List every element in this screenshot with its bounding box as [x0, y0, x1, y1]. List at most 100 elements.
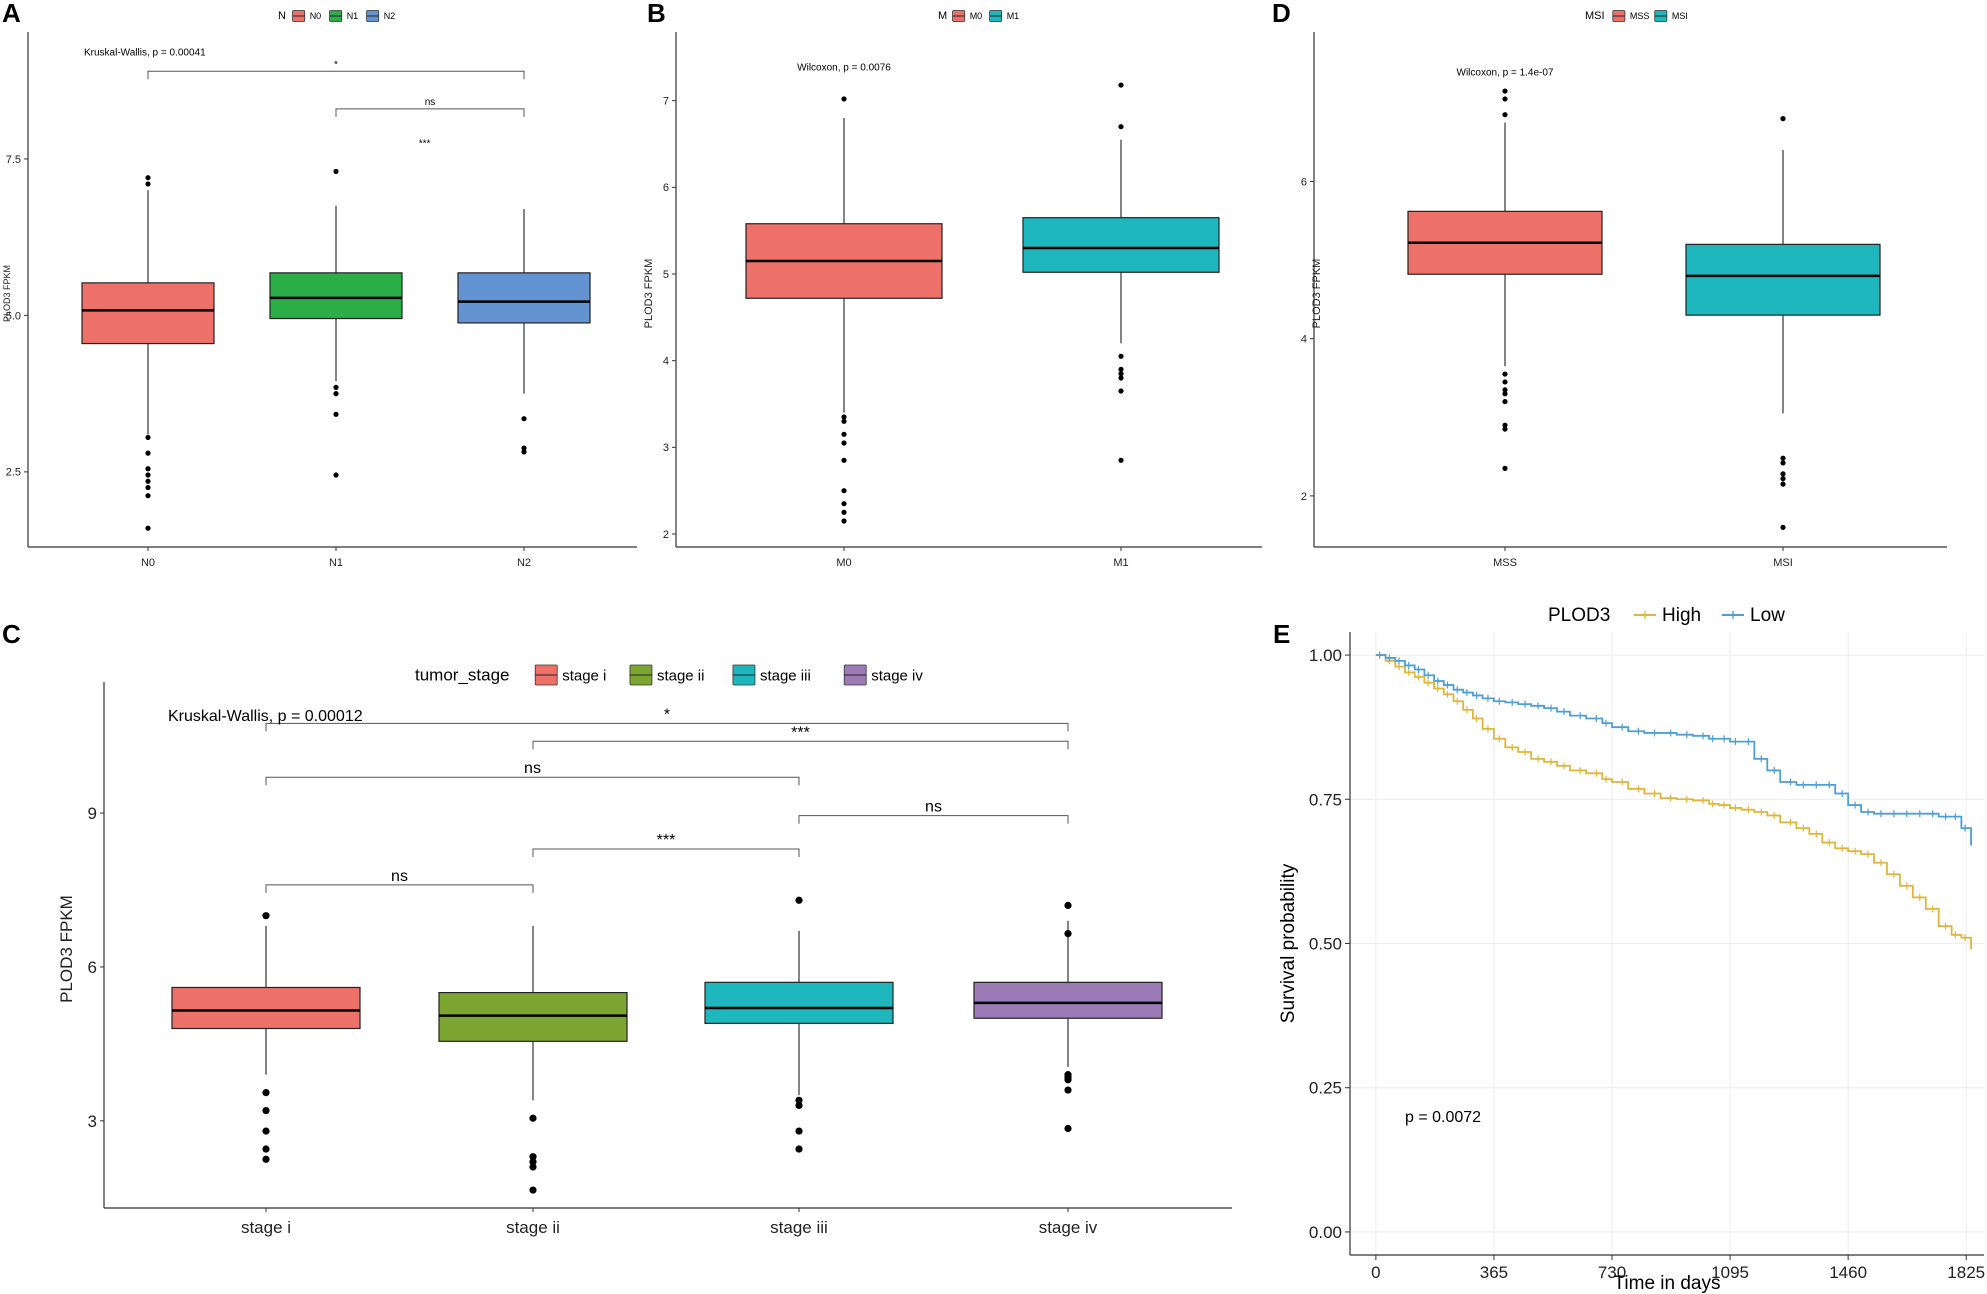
p-value-annotation-e: p = 0.0072 [1405, 1109, 1481, 1126]
outlier-point-c [262, 1089, 270, 1097]
outlier-point-d [1780, 471, 1786, 477]
y-axis-label-a: PLOD3 FPKM [2, 265, 12, 322]
outlier-point-d [1780, 476, 1786, 482]
significance-bracket-c [532, 848, 800, 857]
significance-bracket-a [147, 70, 525, 80]
significance-label-a: ns [425, 97, 436, 108]
legend-title-d: MSI [1585, 10, 1605, 22]
outlier-point-c [1064, 1124, 1072, 1133]
outlier-point-b [841, 440, 847, 446]
x-tick-label-b: M0 [836, 557, 851, 569]
legend-label-c: stage ii [657, 667, 705, 684]
x-axis-label-e: Time in days [1614, 1273, 1721, 1294]
legend-label-e: Low [1750, 605, 1785, 626]
outlier-point-b [1118, 124, 1124, 130]
x-tick-label-c: stage i [241, 1218, 291, 1237]
outlier-point-d [1502, 96, 1508, 102]
x-tick-label-b: M1 [1113, 557, 1128, 569]
outlier-point-d [1502, 387, 1508, 393]
outlier-point-a [333, 411, 339, 417]
box-c-stage-ii [438, 991, 628, 1042]
legend-label-c: stage iv [871, 667, 923, 684]
y-axis-label-b: PLOD3 FPKM [643, 259, 655, 329]
legend-label-e: High [1662, 605, 1701, 626]
outlier-point-c [262, 1127, 270, 1135]
outlier-point-b [841, 457, 847, 463]
legend-label-c: stage iii [760, 667, 811, 684]
outlier-point-c [1064, 1086, 1072, 1094]
panel-d-boxplot: 2 4 6 PLOD3 FPKM MSS MSI Wilcoxon, p = 1.4e-07… [1301, 10, 1947, 569]
x-tick-label-a: N0 [141, 557, 155, 569]
y-tick-label-b: 5 [663, 269, 669, 281]
outlier-point-d [1502, 422, 1508, 428]
y-tick-label-b: 2 [663, 529, 669, 541]
outlier-point-a [521, 449, 527, 455]
legend-title-c: tumor_stage [415, 665, 510, 684]
legend-title-a: N [278, 10, 286, 22]
panel-a-boxplot: 2.5 5.0 7.5 PLOD3 FPKM N0 N1 N2 * ns Kruskal-Wall… [2, 10, 637, 569]
significance-label-c: *** [791, 724, 810, 741]
outlier-point-b [841, 509, 847, 515]
outlier-point-d [1502, 379, 1508, 385]
box-a-N2 [457, 272, 591, 324]
stat-annotation-a: Kruskal-Wallis, p = 0.00041 [84, 48, 206, 59]
outlier-point-d [1502, 465, 1508, 471]
outlier-point-c [795, 1096, 803, 1104]
y-axis-label-c: PLOD3 FPKM [57, 895, 76, 1003]
outlier-point-d [1780, 481, 1786, 487]
significance-bracket-c [532, 740, 1069, 750]
outlier-point-a [145, 525, 151, 531]
box-a-N0 [81, 282, 215, 345]
outlier-point-a [333, 472, 339, 478]
y-tick-label-d: 2 [1301, 491, 1307, 503]
outlier-point-c [795, 896, 803, 904]
outlier-point-a [145, 450, 151, 456]
y-tick-label-e: 0.25 [1309, 1079, 1342, 1098]
y-axis-label-d: PLOD3 FPKM [1311, 259, 1323, 329]
outlier-point-b [1118, 82, 1124, 88]
outlier-point-c [262, 1145, 270, 1153]
legend-label-c: stage i [562, 667, 606, 684]
significance-bracket-c [265, 884, 534, 893]
outlier-point-c [1064, 930, 1072, 938]
x-tick-label-c: stage iv [1039, 1218, 1098, 1237]
box-c-stage-i [171, 986, 361, 1030]
y-tick-label-b: 6 [663, 182, 669, 194]
outlier-point-c [529, 1158, 537, 1166]
outlier-point-c [529, 1186, 537, 1194]
outlier-point-b [1118, 457, 1124, 463]
x-tick-label-d: MSI [1773, 557, 1793, 569]
panel-c-boxplot: 3 6 9 PLOD3 FPKM stage i stage ii stage iii sta… [57, 664, 1232, 1237]
outlier-point-a [333, 384, 339, 390]
y-tick-label-a: 5.0 [6, 310, 21, 322]
outlier-point-b [1118, 375, 1124, 381]
x-tick-label-c: stage ii [506, 1218, 560, 1237]
x-tick-label-e: 1825 [1947, 1263, 1985, 1282]
y-tick-label-a: 2.5 [6, 467, 21, 479]
outlier-point-b [841, 488, 847, 494]
panel-b-boxplot: 2 3 4 5 6 7 PLOD3 FPKM M0 M1 Wilcoxon, p = 0.0076… [643, 10, 1262, 569]
outlier-point-a [521, 416, 527, 422]
outlier-point-a [145, 181, 151, 187]
legend-label-a: N2 [384, 11, 396, 21]
outlier-point-d [1780, 455, 1786, 461]
outlier-point-c [795, 1101, 803, 1110]
x-tick-label-e: 0 [1371, 1263, 1380, 1282]
box-a-N1 [269, 272, 403, 320]
y-tick-label-c: 9 [88, 804, 97, 823]
y-tick-label-c: 3 [88, 1112, 97, 1131]
significance-label-c: ns [391, 868, 408, 885]
outlier-point-b [841, 414, 847, 420]
y-tick-label-b: 7 [663, 96, 669, 108]
legend-label-a: N0 [310, 11, 322, 21]
outlier-point-d [1502, 112, 1508, 118]
outlier-point-a [145, 466, 151, 472]
x-tick-label-a: N1 [329, 557, 343, 569]
significance-bracket-c [265, 722, 1069, 732]
outlier-point-d [1780, 524, 1786, 530]
outlier-point-b [841, 96, 847, 102]
outlier-point-a [145, 434, 151, 441]
panel-e-survival-plot: 0.00 0.25 0.50 0.75 1.00 0 365 730 1095 1460 1825 T… [1278, 605, 1985, 1294]
outlier-point-c [795, 1127, 803, 1135]
y-tick-label-b: 4 [663, 356, 669, 368]
